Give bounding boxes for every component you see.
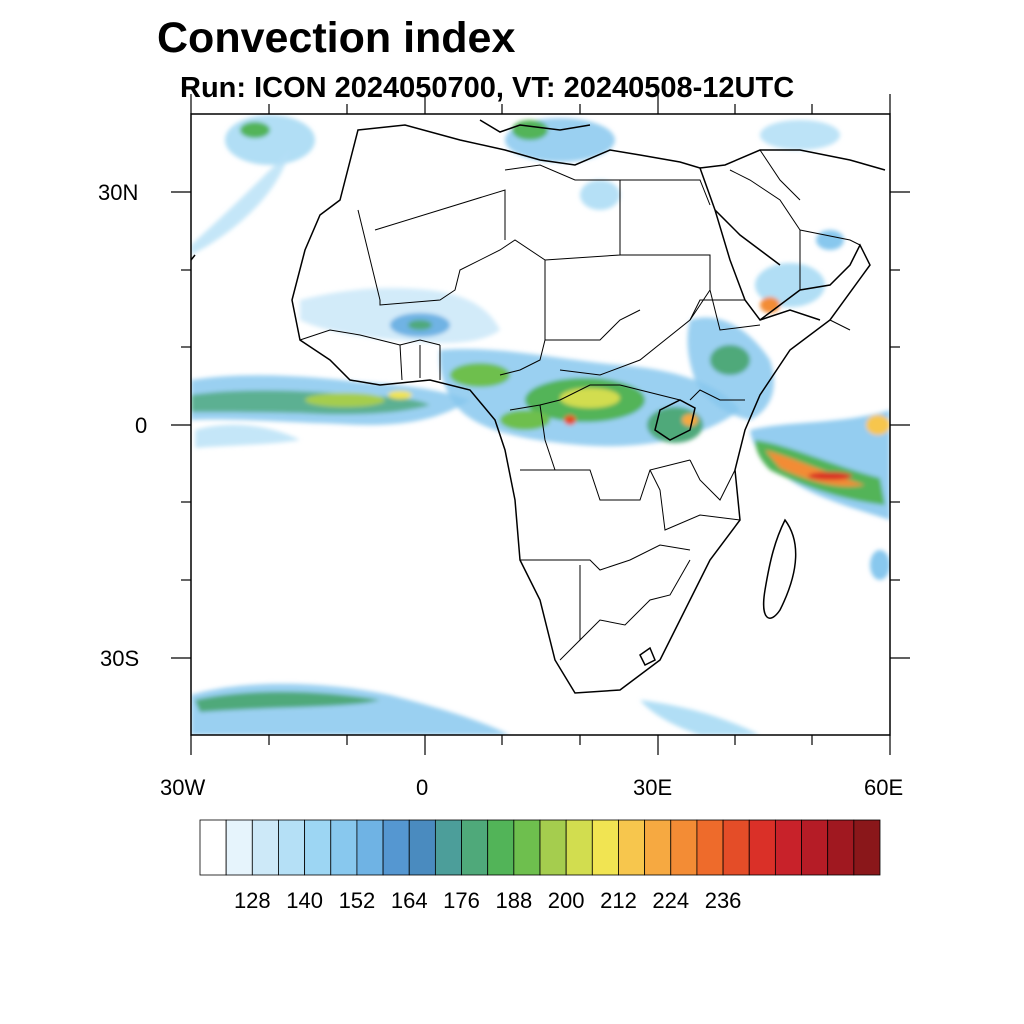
colorbar-tick-label: 176 <box>443 888 480 913</box>
colorbar-swatch <box>644 819 672 876</box>
colorbar-swatch <box>304 819 332 876</box>
colorbar-swatch <box>539 819 567 876</box>
colorbar-swatch <box>251 819 279 876</box>
colorbar-tick-label: 152 <box>338 888 376 913</box>
colorbar-swatch <box>278 819 306 876</box>
colorbar-swatch <box>513 819 541 876</box>
colorbar-tick-label: 164 <box>390 888 428 913</box>
colorbar-swatch <box>434 819 462 876</box>
colorbar-swatch <box>330 819 358 876</box>
colorbar-swatch <box>696 819 724 876</box>
lon-label-30w: 30W <box>160 775 206 800</box>
lat-label-30s: 30S <box>100 646 140 671</box>
colorbar-tick-label: 188 <box>495 888 533 913</box>
lon-label-0: 0 <box>416 775 429 800</box>
convection-field <box>191 115 890 735</box>
colorbar-tick-label: 140 <box>286 888 323 913</box>
country-borders <box>299 149 861 661</box>
lon-label-60e: 60E <box>864 775 904 800</box>
colorbar-swatch <box>801 819 829 876</box>
colorbar-swatch <box>382 819 410 876</box>
colorbar-swatch <box>356 819 384 876</box>
colorbar-swatch <box>827 819 855 876</box>
map-title: Convection index <box>157 14 516 62</box>
colorbar-swatch <box>565 819 593 876</box>
colorbar-tick-label: 212 <box>600 888 637 913</box>
colorbar-swatch <box>853 819 881 876</box>
lat-label-30n: 30N <box>98 180 139 205</box>
colorbar-swatch <box>748 819 776 876</box>
colorbar-swatch <box>670 819 698 876</box>
lon-label-30e: 30E <box>633 775 673 800</box>
lat-label-0: 0 <box>135 413 148 438</box>
colorbar-swatch <box>774 819 802 876</box>
colorbar-swatch <box>408 819 436 876</box>
colorbar-swatch <box>487 819 515 876</box>
colorbar-swatch <box>591 819 619 876</box>
colorbar-tick-label: 236 <box>704 888 742 913</box>
colorbar-tick-label: 128 <box>233 888 271 913</box>
colorbar-swatch <box>461 819 489 876</box>
colorbar-tick-label: 200 <box>547 888 585 913</box>
map-subtitle: Run: ICON 2024050700, VT: 20240508-12UTC <box>180 72 795 104</box>
colorbar-swatch <box>199 819 227 876</box>
axis-ticks <box>171 94 910 755</box>
colorbar <box>199 819 881 876</box>
colorbar-tick-label: 224 <box>652 888 690 913</box>
colorbar-swatch <box>225 819 253 876</box>
colorbar-swatch <box>618 819 646 876</box>
colorbar-swatch <box>722 819 750 876</box>
